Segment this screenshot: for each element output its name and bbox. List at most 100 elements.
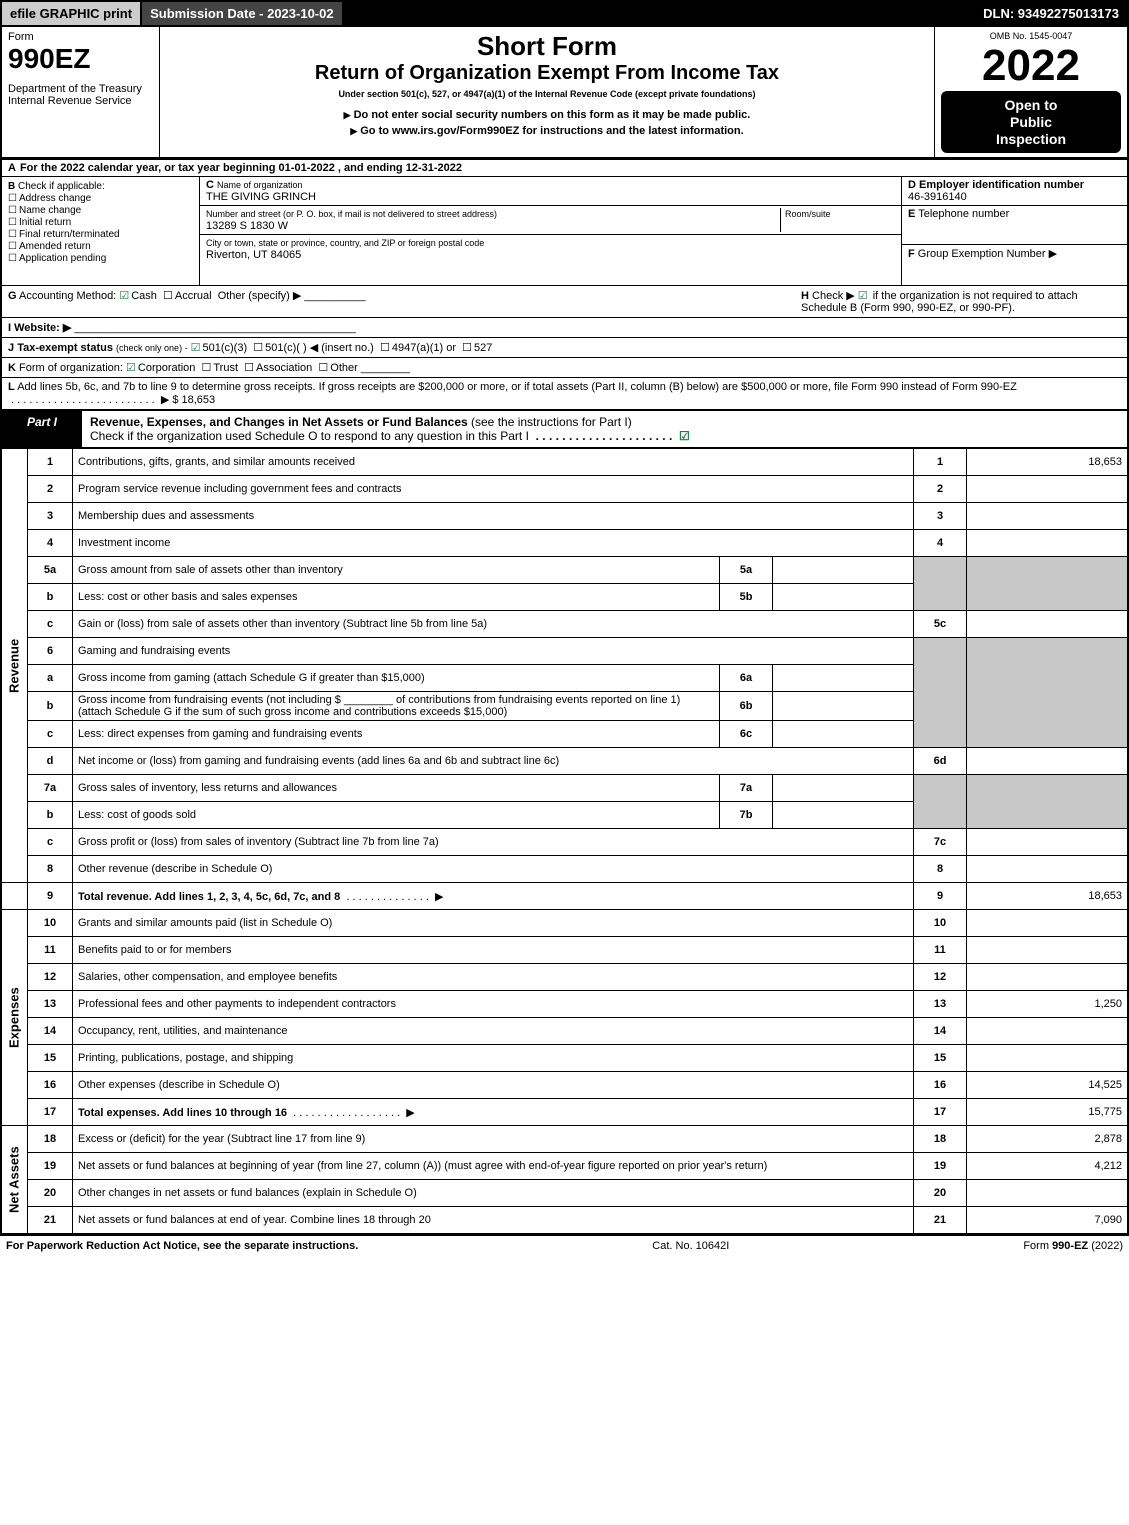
checked-icon[interactable] — [679, 429, 692, 443]
line-13-no: 13 — [28, 991, 73, 1018]
501c-option[interactable]: 501(c)( ) ◀ (insert no.) — [265, 342, 374, 354]
dept-treasury: Department of the Treasury — [8, 83, 153, 95]
form-number: 990EZ — [8, 43, 153, 75]
shaded-cell — [967, 775, 1129, 829]
header-grid: B Check if applicable: Address change Na… — [0, 177, 1129, 285]
line-6b-no: b — [28, 692, 73, 721]
line-7b-sub: 7b — [720, 802, 773, 829]
line-7c-box: 7c — [914, 829, 967, 856]
line-7c-no: c — [28, 829, 73, 856]
line-7a-subamt — [773, 775, 914, 802]
other-option[interactable]: Other (specify) — [218, 290, 290, 302]
line-8-no: 8 — [28, 856, 73, 883]
501c3-option[interactable]: 501(c)(3) — [203, 342, 248, 354]
unchecked-icon — [380, 342, 392, 354]
line-6c-subamt — [773, 721, 914, 748]
unchecked-icon — [163, 290, 175, 302]
gross-receipts-amount: 18,653 — [182, 394, 216, 406]
line-6-no: 6 — [28, 638, 73, 665]
arrow-icon — [344, 109, 354, 121]
line-2-no: 2 — [28, 476, 73, 503]
cb-name-change[interactable]: Name change — [8, 205, 193, 216]
form-word: Form — [8, 31, 153, 43]
line-12-box: 12 — [914, 964, 967, 991]
ssn-warning: Do not enter social security numbers on … — [354, 109, 751, 121]
line-13-box: 13 — [914, 991, 967, 1018]
line-11-no: 11 — [28, 937, 73, 964]
line-4-desc: Investment income — [73, 530, 914, 557]
shaded-cell — [967, 557, 1129, 611]
line-17-amount: 15,775 — [967, 1099, 1129, 1126]
cb-application-pending[interactable]: Application pending — [8, 253, 193, 264]
corporation-option[interactable]: Corporation — [138, 362, 195, 374]
association-option[interactable]: Association — [256, 362, 312, 374]
line-14-desc: Occupancy, rent, utilities, and maintena… — [73, 1018, 914, 1045]
line-21-desc: Net assets or fund balances at end of ye… — [73, 1207, 914, 1234]
line-8-desc: Other revenue (describe in Schedule O) — [73, 856, 914, 883]
line-7c-amount — [967, 829, 1129, 856]
unchecked-icon — [253, 342, 265, 354]
line-10-box: 10 — [914, 910, 967, 937]
city-label: City or town, state or province, country… — [206, 238, 484, 248]
arrow-icon: ▶ — [1049, 248, 1057, 260]
line-7a-desc: Gross sales of inventory, less returns a… — [73, 775, 720, 802]
label-g: G — [8, 290, 17, 302]
line-15-amount — [967, 1045, 1129, 1072]
line-5c-desc: Gain or (loss) from sale of assets other… — [73, 611, 914, 638]
part-i-title: Revenue, Expenses, and Changes in Net As… — [90, 415, 468, 429]
section-b: B Check if applicable: Address change Na… — [2, 177, 200, 285]
gross-receipts-prefix: ▶ $ — [161, 394, 179, 406]
telephone-label: Telephone number — [918, 208, 1009, 220]
instructions-link[interactable]: Go to www.irs.gov/Form990EZ for instruct… — [360, 125, 743, 137]
accrual-option[interactable]: Accrual — [175, 290, 212, 302]
line-15-desc: Printing, publications, postage, and shi… — [73, 1045, 914, 1072]
section-g-h: G Accounting Method: Cash Accrual Other … — [0, 285, 1129, 317]
line-10-no: 10 — [28, 910, 73, 937]
line-2-desc: Program service revenue including govern… — [73, 476, 914, 503]
line-1-desc: Contributions, gifts, grants, and simila… — [73, 449, 914, 476]
line-16-desc: Other expenses (describe in Schedule O) — [73, 1072, 914, 1099]
cb-address-change[interactable]: Address change — [8, 193, 193, 204]
cb-initial-return[interactable]: Initial return — [8, 217, 193, 228]
shaded-cell — [914, 775, 967, 829]
line-6b-sub: 6b — [720, 692, 773, 721]
line-6d-no: d — [28, 748, 73, 775]
cb-final-return[interactable]: Final return/terminated — [8, 229, 193, 240]
line-21-amount: 7,090 — [967, 1207, 1129, 1234]
dln-label: DLN: 93492275013173 — [975, 2, 1127, 25]
line-9-no: 9 — [28, 883, 73, 910]
section-d-e-f: D Employer identification number 46-3916… — [901, 177, 1127, 285]
top-bar: efile GRAPHIC print Submission Date - 20… — [0, 0, 1129, 27]
line-7c-desc: Gross profit or (loss) from sales of inv… — [73, 829, 914, 856]
form-ref: Form 990-EZ (2022) — [1023, 1240, 1123, 1252]
label-b: B — [8, 181, 15, 192]
label-c: C — [206, 179, 214, 191]
cash-option[interactable]: Cash — [131, 290, 157, 302]
4947-option[interactable]: 4947(a)(1) or — [392, 342, 456, 354]
line-6-desc: Gaming and fundraising events — [73, 638, 914, 665]
line-3-amount — [967, 503, 1129, 530]
527-option[interactable]: 527 — [474, 342, 492, 354]
trust-option[interactable]: Trust — [213, 362, 238, 374]
line-17-no: 17 — [28, 1099, 73, 1126]
check-if-applicable: Check if applicable: — [18, 181, 105, 192]
return-subtitle: Return of Organization Exempt From Incom… — [166, 62, 928, 85]
other-org-option[interactable]: Other — [330, 362, 358, 374]
line-5b-desc: Less: cost or other basis and sales expe… — [73, 584, 720, 611]
shaded-cell — [967, 638, 1129, 748]
line-10-desc: Grants and similar amounts paid (list in… — [73, 910, 914, 937]
efile-print-label[interactable]: efile GRAPHIC print — [2, 2, 142, 25]
line-12-amount — [967, 964, 1129, 991]
shaded-cell — [914, 557, 967, 611]
line-12-desc: Salaries, other compensation, and employ… — [73, 964, 914, 991]
line-8-box: 8 — [914, 856, 967, 883]
cb-amended-return[interactable]: Amended return — [8, 241, 193, 252]
unchecked-icon — [202, 362, 214, 374]
submission-date: Submission Date - 2023-10-02 — [142, 2, 344, 25]
ein-label: Employer identification number — [919, 179, 1084, 191]
h-check-text: Check ▶ — [812, 290, 855, 302]
form-org-label: Form of organization: — [19, 362, 123, 374]
line-20-no: 20 — [28, 1180, 73, 1207]
line-6d-box: 6d — [914, 748, 967, 775]
check-only-one: (check only one) - — [116, 343, 188, 353]
